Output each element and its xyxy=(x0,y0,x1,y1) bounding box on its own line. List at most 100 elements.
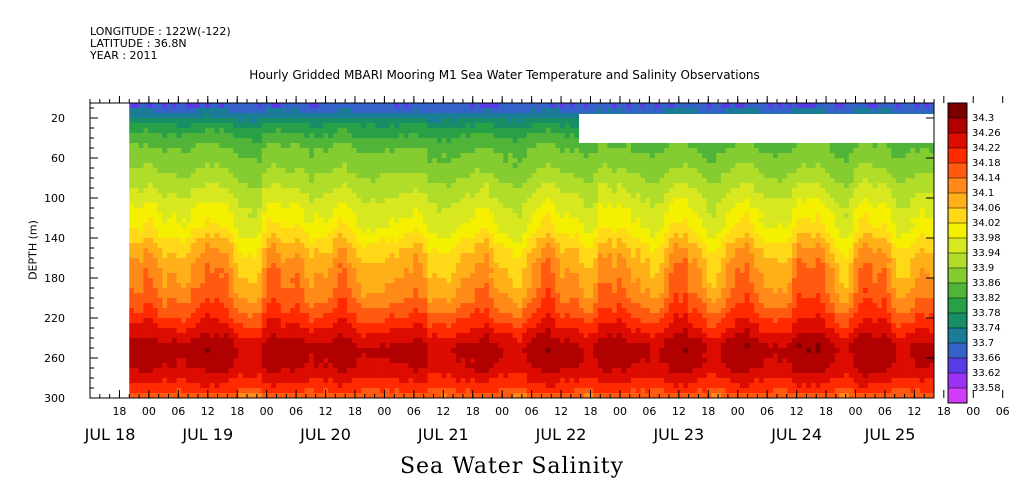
salinity-cell xyxy=(375,233,381,239)
salinity-cell xyxy=(138,273,145,279)
salinity-cell xyxy=(389,253,395,259)
salinity-cell xyxy=(484,208,490,214)
salinity-cell xyxy=(479,133,485,139)
salinity-cell xyxy=(162,263,168,269)
salinity-cell xyxy=(200,183,206,189)
salinity-cell xyxy=(470,168,476,174)
salinity-cell xyxy=(460,368,466,374)
salinity-cell xyxy=(190,123,197,129)
salinity-cell xyxy=(347,188,353,194)
salinity-cell xyxy=(507,293,514,299)
salinity-cell xyxy=(181,358,187,364)
salinity-cell xyxy=(318,143,324,149)
salinity-cell xyxy=(361,238,367,244)
salinity-cell xyxy=(337,358,343,364)
salinity-cell xyxy=(517,198,523,204)
salinity-cell xyxy=(294,348,301,354)
salinity-cell xyxy=(186,378,192,384)
salinity-cell xyxy=(342,138,348,144)
salinity-cell xyxy=(299,193,305,199)
salinity-cell xyxy=(148,298,154,304)
salinity-cell xyxy=(285,378,291,384)
salinity-cell xyxy=(247,218,253,224)
salinity-cell xyxy=(512,328,519,334)
salinity-cell xyxy=(479,128,485,134)
salinity-cell xyxy=(403,208,410,214)
salinity-cell xyxy=(413,183,419,189)
salinity-cell xyxy=(323,238,329,244)
salinity-cell xyxy=(214,273,220,279)
salinity-cell xyxy=(200,223,206,229)
salinity-cell xyxy=(347,223,353,229)
salinity-cell xyxy=(446,318,452,324)
salinity-cell xyxy=(380,218,386,224)
salinity-cell xyxy=(342,183,348,189)
salinity-cell xyxy=(337,243,343,249)
salinity-cell xyxy=(261,253,268,259)
salinity-cell xyxy=(257,183,263,189)
salinity-cell xyxy=(290,113,296,119)
salinity-cell xyxy=(432,308,438,314)
salinity-cell xyxy=(512,283,519,289)
salinity-cell xyxy=(507,393,514,398)
salinity-cell xyxy=(129,163,135,169)
salinity-cell xyxy=(498,243,504,249)
salinity-cell xyxy=(507,243,514,249)
salinity-cell xyxy=(432,223,438,229)
salinity-cell xyxy=(233,128,239,134)
salinity-cell xyxy=(162,393,168,398)
salinity-cell xyxy=(290,148,296,154)
salinity-cell xyxy=(342,123,348,129)
salinity-cell xyxy=(257,193,263,199)
salinity-cell xyxy=(266,208,272,214)
salinity-cell xyxy=(304,293,310,299)
salinity-cell xyxy=(299,273,305,279)
salinity-cell xyxy=(455,283,462,289)
salinity-cell xyxy=(238,203,244,209)
salinity-cell xyxy=(422,133,429,139)
salinity-cell xyxy=(337,118,343,124)
salinity-cell xyxy=(361,188,367,194)
salinity-column xyxy=(380,103,386,398)
salinity-cell xyxy=(436,303,443,309)
salinity-cell xyxy=(342,238,348,244)
salinity-cell xyxy=(181,258,187,264)
salinity-cell xyxy=(489,128,495,134)
salinity-cell xyxy=(205,298,211,304)
salinity-cell xyxy=(512,323,519,329)
salinity-cell xyxy=(276,248,282,254)
salinity-cell xyxy=(242,318,249,324)
salinity-cell xyxy=(290,263,296,269)
salinity-cell xyxy=(238,113,244,119)
salinity-cell xyxy=(356,158,362,164)
salinity-cell xyxy=(489,308,495,314)
salinity-cell xyxy=(394,108,400,114)
salinity-cell xyxy=(399,278,405,284)
salinity-cell xyxy=(157,228,163,234)
salinity-cell xyxy=(148,313,154,319)
salinity-cell xyxy=(233,348,239,354)
salinity-cell xyxy=(228,148,234,154)
salinity-cell xyxy=(451,173,457,179)
salinity-cell xyxy=(342,258,348,264)
salinity-cell xyxy=(176,143,182,149)
salinity-cell xyxy=(507,258,514,264)
salinity-cell xyxy=(384,283,391,289)
salinity-column xyxy=(190,103,197,398)
salinity-cell xyxy=(399,338,405,344)
salinity-cell xyxy=(446,218,452,224)
salinity-cell xyxy=(422,343,429,349)
salinity-cell xyxy=(242,218,249,224)
salinity-cell xyxy=(152,393,159,398)
salinity-cell xyxy=(361,358,367,364)
salinity-cell xyxy=(223,303,230,309)
salinity-cell xyxy=(214,238,220,244)
salinity-cell xyxy=(418,328,424,334)
salinity-cell xyxy=(361,183,367,189)
salinity-cell xyxy=(285,158,291,164)
salinity-cell xyxy=(493,188,500,194)
salinity-cell xyxy=(351,323,358,329)
salinity-cell xyxy=(214,138,220,144)
salinity-cell xyxy=(148,318,154,324)
salinity-cell xyxy=(294,308,301,314)
